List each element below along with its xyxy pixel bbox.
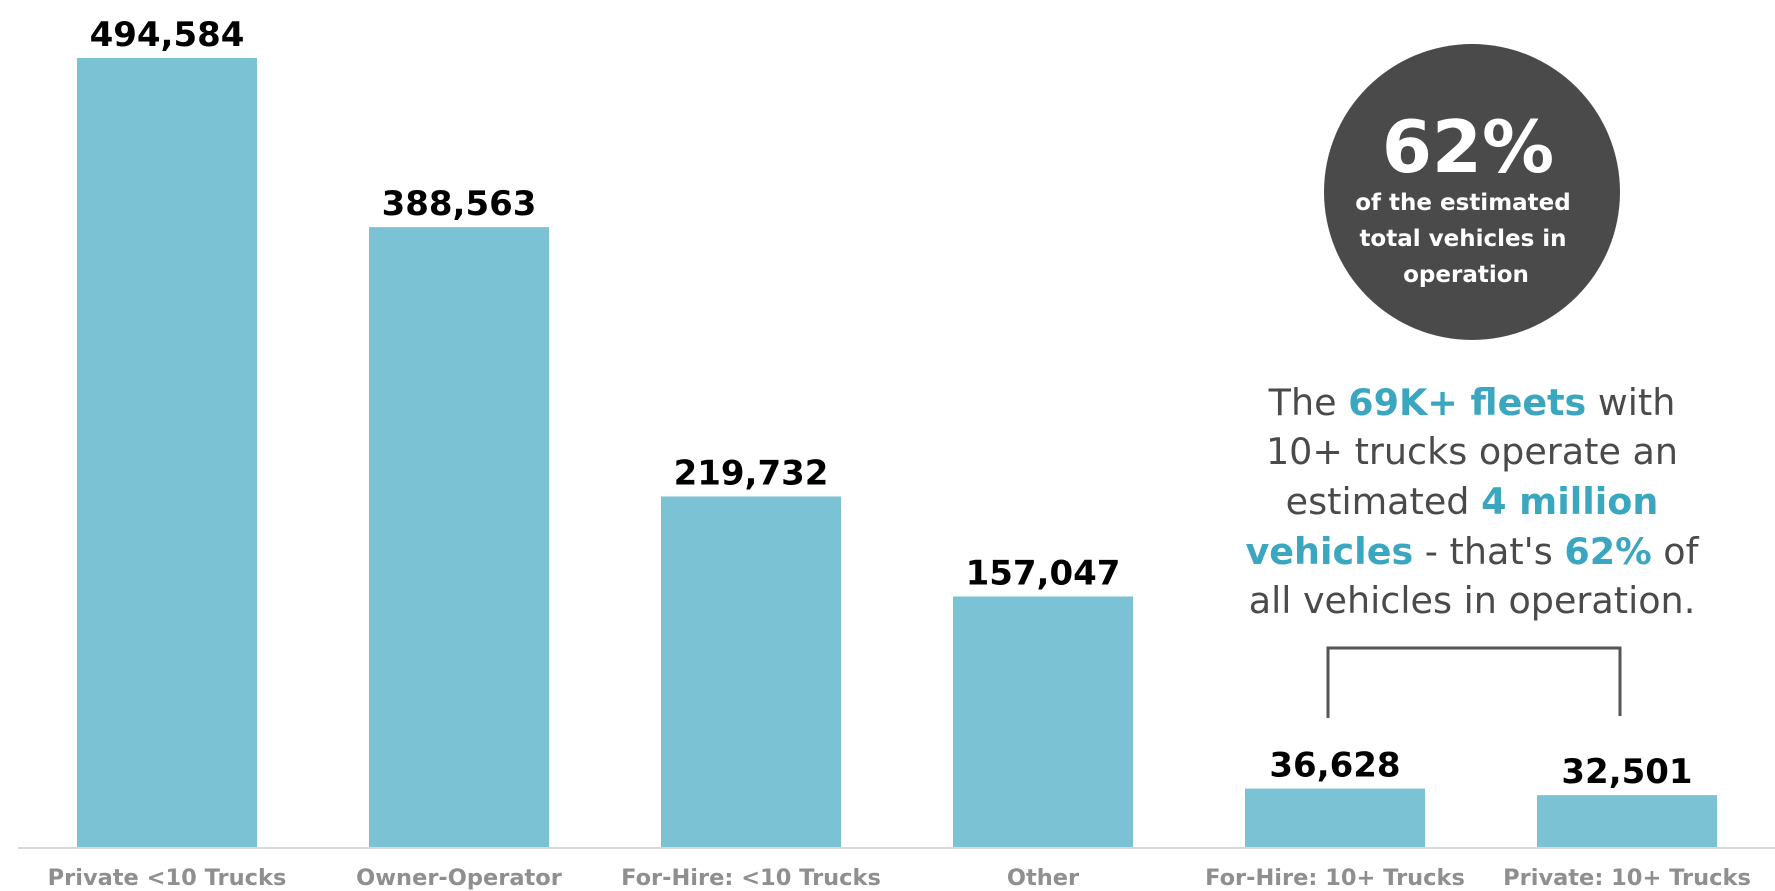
bars-group [77,58,1717,848]
bar-1 [369,227,549,848]
value-label-2: 219,732 [674,453,829,493]
note-highlight: vehicles [1246,530,1414,573]
category-label-4: For-Hire: 10+ Trucks [1205,865,1465,891]
callout-line-1: of the estimated [1355,190,1571,216]
note-line-3: estimated 4 million [1286,480,1659,523]
value-label-0: 494,584 [90,15,245,55]
value-labels-group: 494,584 388,563 219,732 157,047 36,628 32,501 [90,15,1693,792]
callout-line-3: operation [1403,262,1529,288]
note-text: all vehicles in operation. [1249,579,1696,622]
note-text: 10+ trucks operate an [1266,430,1678,473]
note-line-1: The 69K+ fleets with [1268,381,1676,424]
bar-0 [77,58,257,847]
callout-circle: 62% of the estimated total vehicles in o… [1324,44,1620,340]
note-line-4: vehicles - that's 62% of [1246,530,1700,573]
annotation-note: The 69K+ fleets with 10+ trucks operate a… [1246,381,1700,622]
category-label-2: For-Hire: <10 Trucks [621,865,881,891]
category-label-5: Private: 10+ Trucks [1503,865,1751,891]
note-highlight: 69K+ fleets [1348,381,1586,424]
category-label-1: Owner-Operator [356,865,563,891]
note-text: - that's [1413,530,1564,573]
bar-5 [1537,795,1717,847]
note-text: The [1268,381,1349,424]
note-highlight: 4 million [1481,480,1658,523]
bracket [1326,646,1622,718]
bar-3 [953,596,1133,847]
note-highlight: 62% [1564,530,1651,573]
value-label-3: 157,047 [966,553,1121,593]
category-labels-group: Private <10 Trucks Owner-Operator For-Hire… [48,865,1751,891]
bar-2 [661,496,841,847]
callout-line-2: total vehicles in [1359,226,1566,252]
note-text: of [1652,530,1700,573]
note-text: estimated [1286,480,1481,523]
category-label-3: Other [1007,865,1080,891]
note-line-5: all vehicles in operation. [1249,579,1696,622]
callout-circle-bg [1324,44,1620,340]
value-label-1: 388,563 [382,184,537,224]
category-label-0: Private <10 Trucks [48,865,287,891]
note-line-2: 10+ trucks operate an [1266,430,1678,473]
note-text: with [1586,381,1675,424]
bar-4 [1245,788,1425,847]
value-label-5: 32,501 [1561,752,1692,792]
value-label-4: 36,628 [1269,746,1400,786]
callout-percent: 62% [1382,105,1554,189]
